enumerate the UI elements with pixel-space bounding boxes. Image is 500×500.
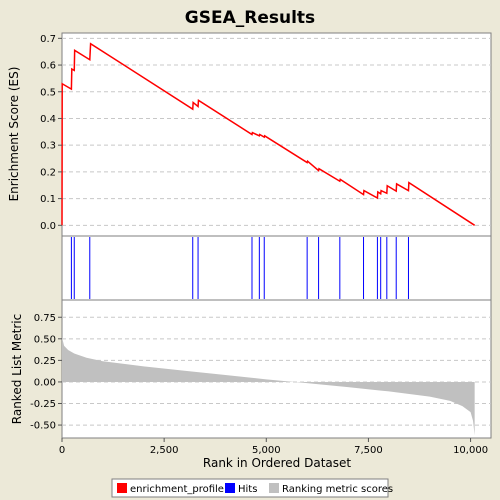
enrichment-y-tick-label: 0.6	[40, 61, 56, 72]
hit-markers	[70, 237, 409, 299]
x-axis-ticks: 0 2,500 5,000 7,500 10,000	[59, 438, 488, 456]
enrichment-y-tick-label: 0.7	[40, 34, 56, 45]
legend-label-enrichment-profile: enrichment_profile	[130, 484, 224, 495]
ranked-list-y-tick-label: 0.75	[34, 313, 56, 324]
ranking-metric-area-path	[62, 337, 475, 436]
x-tick-label: 7,500	[354, 445, 383, 456]
enrichment-y-tick-label: 0.2	[40, 167, 56, 178]
enrichment-panel	[61, 32, 492, 237]
enrichment-y-tick-label: 0.0	[40, 221, 56, 232]
legend-box	[111, 478, 389, 498]
x-tick-label: 2,500	[150, 445, 179, 456]
ranked-list-y-ticks: -0.50 -0.25 0.00 0.25 0.50 0.75	[30, 313, 62, 432]
legend-swatch-hits	[225, 483, 235, 493]
ranked-list-y-tick-label: 0.25	[34, 356, 56, 367]
ranked-list-y-tick-label: -0.25	[30, 399, 56, 410]
ranking-metric-area	[62, 337, 475, 436]
ranked-list-y-tick-label: 0.50	[34, 334, 56, 345]
legend-swatch-ranking-metric	[269, 483, 279, 493]
legend-label-ranking-metric: Ranking metric scores	[282, 484, 393, 495]
enrichment-y-axis-label: Enrichment Score (ES)	[7, 67, 21, 202]
enrichment-y-tick-label: 0.5	[40, 87, 56, 98]
ranked-list-y-tick-label: -0.50	[30, 421, 56, 432]
enrichment-profile-line	[61, 42, 476, 226]
chart-title: GSEA_Results	[185, 8, 315, 28]
enrichment-y-ticks: 0.0 0.1 0.2 0.3 0.4 0.5 0.6 0.7	[40, 34, 62, 232]
hits-panel	[61, 235, 492, 301]
x-axis-label: Rank in Ordered Dataset	[203, 456, 351, 470]
enrichment-profile-series	[61, 42, 476, 226]
ranked-list-y-tick-label: 0.00	[34, 377, 56, 388]
enrichment-y-tick-label: 0.3	[40, 141, 56, 152]
ranked-list-y-axis-label: Ranked List Metric	[10, 314, 24, 424]
x-tick-label: 5,000	[252, 445, 281, 456]
enrichment-y-tick-label: 0.1	[40, 194, 56, 205]
legend-swatch-enrichment-profile	[117, 483, 127, 493]
enrichment-gridlines	[62, 37, 491, 226]
legend: enrichment_profile Hits Ranking metric s…	[111, 478, 393, 498]
legend-label-hits: Hits	[238, 484, 257, 495]
x-tick-label: 0	[59, 445, 65, 456]
enrichment-y-tick-label: 0.4	[40, 114, 56, 125]
x-tick-label: 10,000	[453, 445, 488, 456]
